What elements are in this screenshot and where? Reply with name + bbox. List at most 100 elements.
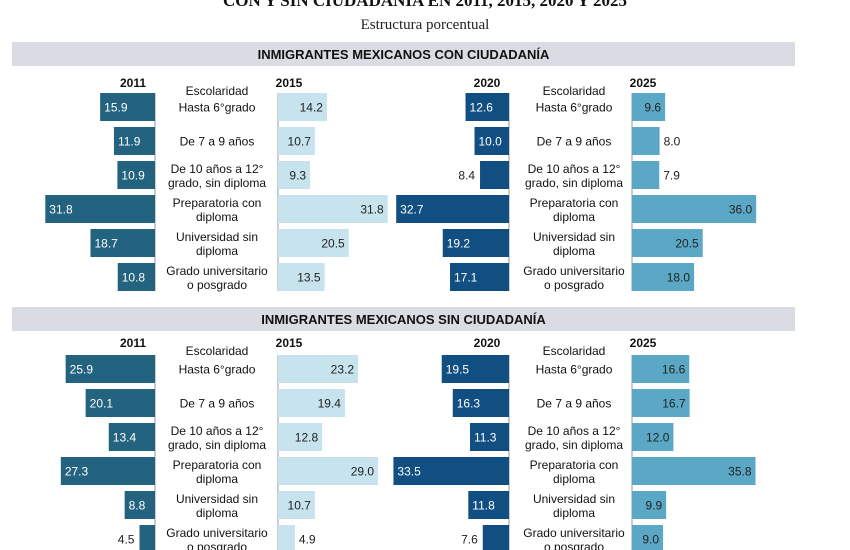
category-label-right-con-0: Hasta 6°grado bbox=[536, 101, 613, 115]
data-label-2015-con-2: 9.3 bbox=[289, 169, 306, 183]
data-label-2015-con-5: 13.5 bbox=[297, 271, 321, 285]
bar-2011-sin-0 bbox=[65, 355, 155, 383]
data-label-2015-sin-4: 10.7 bbox=[288, 499, 312, 513]
bar-2011-con-0 bbox=[100, 93, 155, 121]
data-label-2020-sin-5: 7.6 bbox=[461, 533, 478, 547]
category-label-line: diploma bbox=[553, 472, 595, 486]
bar-2020-con-2 bbox=[480, 161, 509, 189]
category-label-line: Grado universitario bbox=[166, 264, 268, 278]
bar-2020-sin-0 bbox=[441, 355, 509, 383]
bar-2025-sin-2 bbox=[632, 423, 674, 451]
bar-2025-sin-0 bbox=[632, 355, 690, 383]
category-label-line: Universidad sin bbox=[533, 230, 615, 244]
data-label-2020-sin-1: 16.3 bbox=[457, 397, 481, 411]
bar-2011-sin-4 bbox=[124, 491, 155, 519]
data-label-2020-con-0: 12.6 bbox=[470, 101, 494, 115]
category-label-line: De 10 años a 12° bbox=[528, 162, 621, 176]
year-label-2025-sin: 2025 bbox=[630, 336, 657, 350]
category-label-right-sin-2: De 10 años a 12° grado, sin diploma bbox=[525, 424, 623, 452]
data-label-2015-con-1: 10.7 bbox=[288, 135, 312, 149]
category-label-line: o posgrado bbox=[544, 278, 604, 292]
category-label-right-sin-0: Hasta 6°grado bbox=[536, 363, 613, 377]
year-label-2015-sin: 2015 bbox=[276, 336, 303, 350]
year-label-2020-con: 2020 bbox=[474, 76, 501, 90]
category-label-line: o posgrado bbox=[544, 540, 604, 550]
category-label-line: De 10 años a 12° bbox=[171, 162, 264, 176]
category-label-line: Preparatoria con bbox=[530, 458, 619, 472]
data-label-2011-sin-1: 20.1 bbox=[90, 397, 114, 411]
escolaridad-header-right-con: Escolaridad bbox=[543, 84, 606, 98]
data-label-2011-sin-2: 13.4 bbox=[113, 431, 137, 445]
bar-2015-sin-3 bbox=[278, 457, 379, 485]
data-label-2025-sin-2: 12.0 bbox=[646, 431, 670, 445]
category-label-left-con-3: Preparatoria con diploma bbox=[173, 196, 262, 224]
year-label-2011-con: 2011 bbox=[120, 76, 146, 90]
category-label-line: Universidad sin bbox=[176, 492, 258, 506]
data-label-2015-sin-3: 29.0 bbox=[351, 465, 375, 479]
bar-2015-sin-5 bbox=[278, 525, 295, 550]
bar-2025-con-4 bbox=[632, 229, 703, 257]
data-label-2020-con-4: 19.2 bbox=[447, 237, 471, 251]
category-label-line: Grado universitario bbox=[523, 264, 625, 278]
bar-2020-sin-1 bbox=[452, 389, 509, 417]
bar-2015-con-0 bbox=[278, 93, 327, 121]
bar-2025-con-5 bbox=[632, 263, 695, 291]
bar-2025-con-1 bbox=[632, 127, 660, 155]
bar-2020-con-1 bbox=[474, 127, 509, 155]
category-label-line: grado, sin diploma bbox=[525, 438, 623, 452]
data-label-2025-con-1: 8.0 bbox=[664, 135, 681, 149]
bar-2020-sin-5 bbox=[482, 525, 509, 550]
data-label-2020-con-5: 17.1 bbox=[454, 271, 478, 285]
category-label-left-con-0: Hasta 6°grado bbox=[179, 101, 256, 115]
category-label-left-sin-0: Hasta 6°grado bbox=[179, 363, 256, 377]
panel-header-band-sin bbox=[12, 307, 795, 331]
bar-2015-con-5 bbox=[278, 263, 325, 291]
chart-title: CON Y SIN CIUDADANÍA EN 2011, 2015, 2020… bbox=[222, 0, 628, 10]
data-label-2025-con-0: 9.6 bbox=[644, 101, 661, 115]
bar-2015-sin-0 bbox=[278, 355, 359, 383]
panel-title-con: INMIGRANTES MEXICANOS CON CIUDADANÍA bbox=[257, 47, 550, 62]
bar-2015-sin-1 bbox=[278, 389, 345, 417]
data-label-2020-con-3: 32.7 bbox=[400, 203, 424, 217]
year-label-2025-con: 2025 bbox=[630, 76, 657, 90]
escolaridad-header-left-con: Escolaridad bbox=[186, 84, 249, 98]
data-label-2020-sin-2: 11.3 bbox=[474, 431, 497, 445]
category-label-line: diploma bbox=[553, 210, 595, 224]
bar-2015-con-1 bbox=[278, 127, 315, 155]
category-label-line: grado, sin diploma bbox=[168, 176, 266, 190]
bar-2015-sin-2 bbox=[278, 423, 323, 451]
data-label-2025-con-2: 7.9 bbox=[663, 169, 680, 183]
category-label-line: o posgrado bbox=[187, 278, 247, 292]
escolaridad-header-left-sin: Escolaridad bbox=[186, 344, 249, 358]
category-label-right-sin-4: Universidad sin diploma bbox=[533, 492, 615, 520]
category-label-left-sin-3: Preparatoria con diploma bbox=[173, 458, 262, 486]
category-label-line: diploma bbox=[553, 244, 595, 258]
panel-title-sin: INMIGRANTES MEXICANOS SIN CIUDADANÍA bbox=[261, 312, 546, 327]
bar-2025-sin-5 bbox=[632, 525, 664, 550]
bar-2025-con-0 bbox=[632, 93, 666, 121]
data-label-2011-con-3: 31.8 bbox=[49, 203, 73, 217]
category-label-right-sin-5: Grado universitario o posgrado bbox=[523, 526, 625, 550]
data-label-2025-sin-0: 16.6 bbox=[662, 363, 686, 377]
category-label-left-con-5: Grado universitario o posgrado bbox=[166, 264, 268, 292]
bar-2025-sin-3 bbox=[632, 457, 756, 485]
data-label-2011-sin-4: 8.8 bbox=[129, 499, 146, 513]
category-label-left-sin-5: Grado universitario o posgrado bbox=[166, 526, 268, 550]
data-label-2025-con-3: 36.0 bbox=[729, 203, 753, 217]
data-label-2025-sin-3: 35.8 bbox=[728, 465, 752, 479]
category-label-right-con-3: Preparatoria con diploma bbox=[530, 196, 619, 224]
bar-2011-sin-2 bbox=[108, 423, 155, 451]
data-label-2015-sin-5: 4.9 bbox=[299, 533, 316, 547]
category-label-line: Preparatoria con bbox=[173, 196, 262, 210]
category-label-line: Grado universitario bbox=[523, 526, 625, 540]
bar-2025-sin-4 bbox=[632, 491, 667, 519]
category-label-line: diploma bbox=[196, 506, 238, 520]
bar-2025-con-2 bbox=[632, 161, 660, 189]
data-label-2011-sin-3: 27.3 bbox=[65, 465, 89, 479]
bar-2011-sin-1 bbox=[85, 389, 155, 417]
data-label-2015-sin-0: 23.2 bbox=[331, 363, 355, 377]
category-label-right-con-2: De 10 años a 12° grado, sin diploma bbox=[525, 162, 623, 190]
category-label-line: diploma bbox=[196, 244, 238, 258]
data-label-2015-con-0: 14.2 bbox=[300, 101, 324, 115]
